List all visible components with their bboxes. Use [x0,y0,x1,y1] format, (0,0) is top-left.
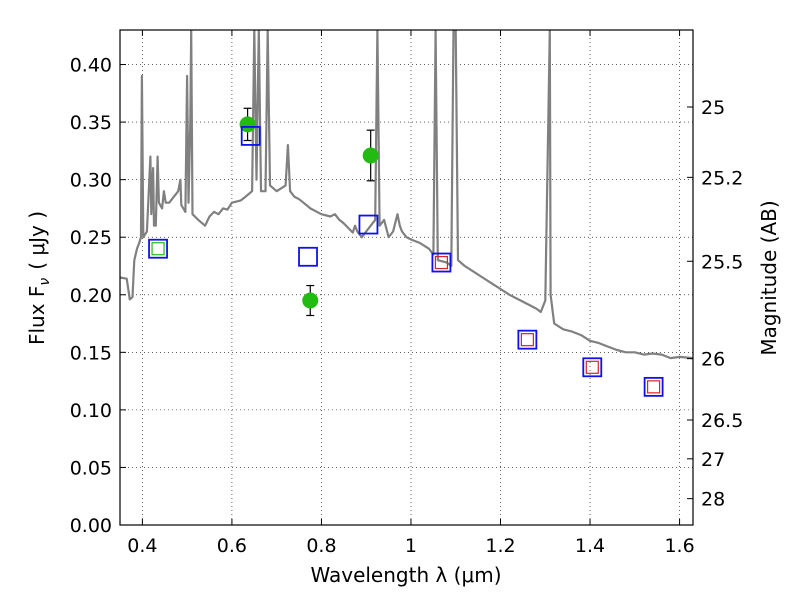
x-tick-label: 0.6 [217,535,247,557]
y2-tick-label: 27 [701,449,725,471]
y2-tick-label: 25.5 [701,251,743,273]
y2-tick-label: 25.2 [701,167,743,189]
model-point-square [582,357,603,378]
y-tick-label: 0.00 [70,515,112,537]
filter-point-square [647,380,661,394]
filter-point-square [520,333,534,347]
x-axis-ticks: 0.4 0.6 0.8 1 1.2 1.4 1.6 [127,30,695,557]
x-tick-label: 1.6 [664,535,694,557]
y2-tick-label: 26 [701,349,725,371]
y2-tick-label: 25 [701,97,725,119]
model-point-square [298,246,318,267]
data-markers-layer [148,107,664,397]
y2-tick-label: 26.5 [701,410,743,432]
observed-point [302,292,319,309]
x-tick-label: 1.2 [485,535,515,557]
x-tick-label: 0.8 [306,535,336,557]
observed-point [239,116,256,133]
filter-point-square [151,242,165,256]
y2-axis-ticks: 25 25.2 25.5 26 26.5 27 28 [687,97,743,511]
y-tick-label: 0.15 [70,342,112,364]
y-tick-label: 0.40 [70,55,112,77]
y-tick-label: 0.30 [70,170,112,192]
grid-lines [120,30,693,526]
x-tick-label: 1.4 [575,535,605,557]
model-spectrum-line [120,30,693,360]
y2-tick-label: 28 [701,489,725,511]
y-tick-label: 0.35 [70,112,112,134]
observed-point [362,147,379,164]
y-axis-label: Flux Fν ( μJy ) [25,211,53,345]
y-tick-label: 0.05 [70,457,112,479]
x-tick-label: 0.4 [127,535,157,557]
y-axis-label-unit: ( μJy ) [25,211,49,270]
y-axis-label-subscript: ν [37,278,53,286]
y-axis-ticks: 0.00 0.05 0.10 0.15 0.20 0.25 0.30 0.35 0.40 [70,55,126,537]
model-point-square [148,238,168,259]
model-spectrum-layer [120,30,693,360]
filter-point-square [585,360,599,374]
plot-frame [119,29,694,526]
model-point-square [517,329,538,350]
plot-background [120,30,693,525]
x-axis-label: Wavelength λ (μm) [310,563,501,587]
model-point-square [643,376,664,397]
filter-point-square [434,255,449,270]
model-point-square [358,214,379,235]
y-tick-label: 0.10 [70,400,112,422]
model-point-square [240,126,261,146]
y-tick-label: 0.25 [70,227,112,249]
model-point-square [431,252,452,273]
y2-axis-label: Magnitude (AB) [757,200,781,355]
y-axis-label-main: Flux F [25,286,49,345]
x-tick-label: 1 [405,535,417,557]
y-tick-label: 0.20 [70,285,112,307]
